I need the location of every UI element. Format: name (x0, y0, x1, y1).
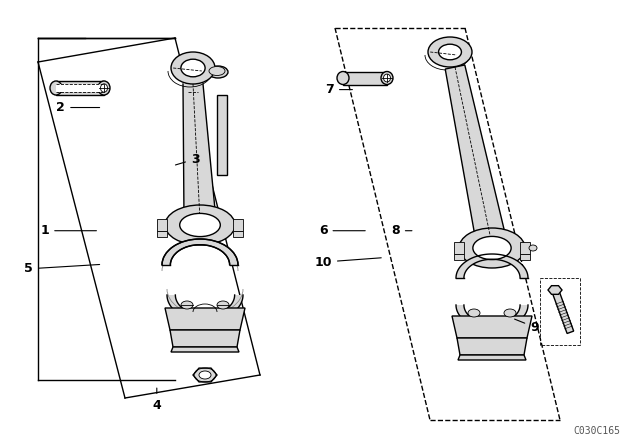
Polygon shape (457, 338, 527, 355)
Polygon shape (165, 308, 245, 330)
Polygon shape (162, 239, 238, 265)
Polygon shape (56, 84, 104, 92)
Text: 10: 10 (314, 255, 381, 269)
Polygon shape (520, 254, 530, 260)
Text: 6: 6 (319, 224, 365, 237)
Text: 2: 2 (56, 101, 100, 114)
Ellipse shape (98, 81, 110, 95)
Ellipse shape (199, 371, 211, 379)
Ellipse shape (473, 237, 511, 259)
Polygon shape (157, 219, 167, 231)
Polygon shape (552, 289, 573, 333)
Polygon shape (56, 81, 104, 95)
Ellipse shape (438, 44, 461, 60)
Polygon shape (167, 295, 243, 321)
Polygon shape (520, 242, 530, 254)
Text: 4: 4 (152, 388, 161, 412)
Ellipse shape (217, 301, 229, 309)
Ellipse shape (209, 66, 225, 76)
Polygon shape (233, 231, 243, 237)
Ellipse shape (381, 72, 393, 85)
Polygon shape (183, 84, 216, 220)
Text: 1: 1 (40, 224, 97, 237)
Polygon shape (454, 242, 464, 254)
Polygon shape (170, 330, 240, 347)
Ellipse shape (181, 301, 193, 309)
Polygon shape (193, 368, 217, 382)
Ellipse shape (208, 66, 228, 78)
Polygon shape (171, 347, 239, 352)
Text: 9: 9 (515, 319, 539, 334)
Polygon shape (452, 316, 532, 338)
Text: C030C165: C030C165 (573, 426, 620, 436)
Polygon shape (454, 254, 464, 260)
Ellipse shape (468, 309, 480, 317)
Polygon shape (456, 305, 528, 329)
Text: 5: 5 (24, 262, 100, 276)
Polygon shape (217, 95, 227, 175)
Polygon shape (456, 254, 528, 278)
Ellipse shape (50, 81, 62, 95)
Polygon shape (233, 219, 243, 231)
Ellipse shape (383, 74, 390, 82)
Text: 7: 7 (325, 83, 353, 96)
Polygon shape (445, 65, 505, 238)
Ellipse shape (459, 228, 525, 268)
Ellipse shape (504, 309, 516, 317)
Polygon shape (343, 72, 387, 85)
Text: 8: 8 (391, 224, 412, 237)
Ellipse shape (180, 213, 220, 237)
Ellipse shape (100, 84, 108, 92)
Text: 3: 3 (175, 152, 200, 166)
Ellipse shape (529, 245, 537, 251)
Polygon shape (458, 355, 526, 360)
Ellipse shape (337, 72, 349, 85)
Polygon shape (548, 286, 562, 294)
Polygon shape (157, 231, 167, 237)
Ellipse shape (165, 205, 235, 245)
Ellipse shape (428, 37, 472, 67)
Ellipse shape (181, 59, 205, 77)
Ellipse shape (171, 52, 215, 84)
